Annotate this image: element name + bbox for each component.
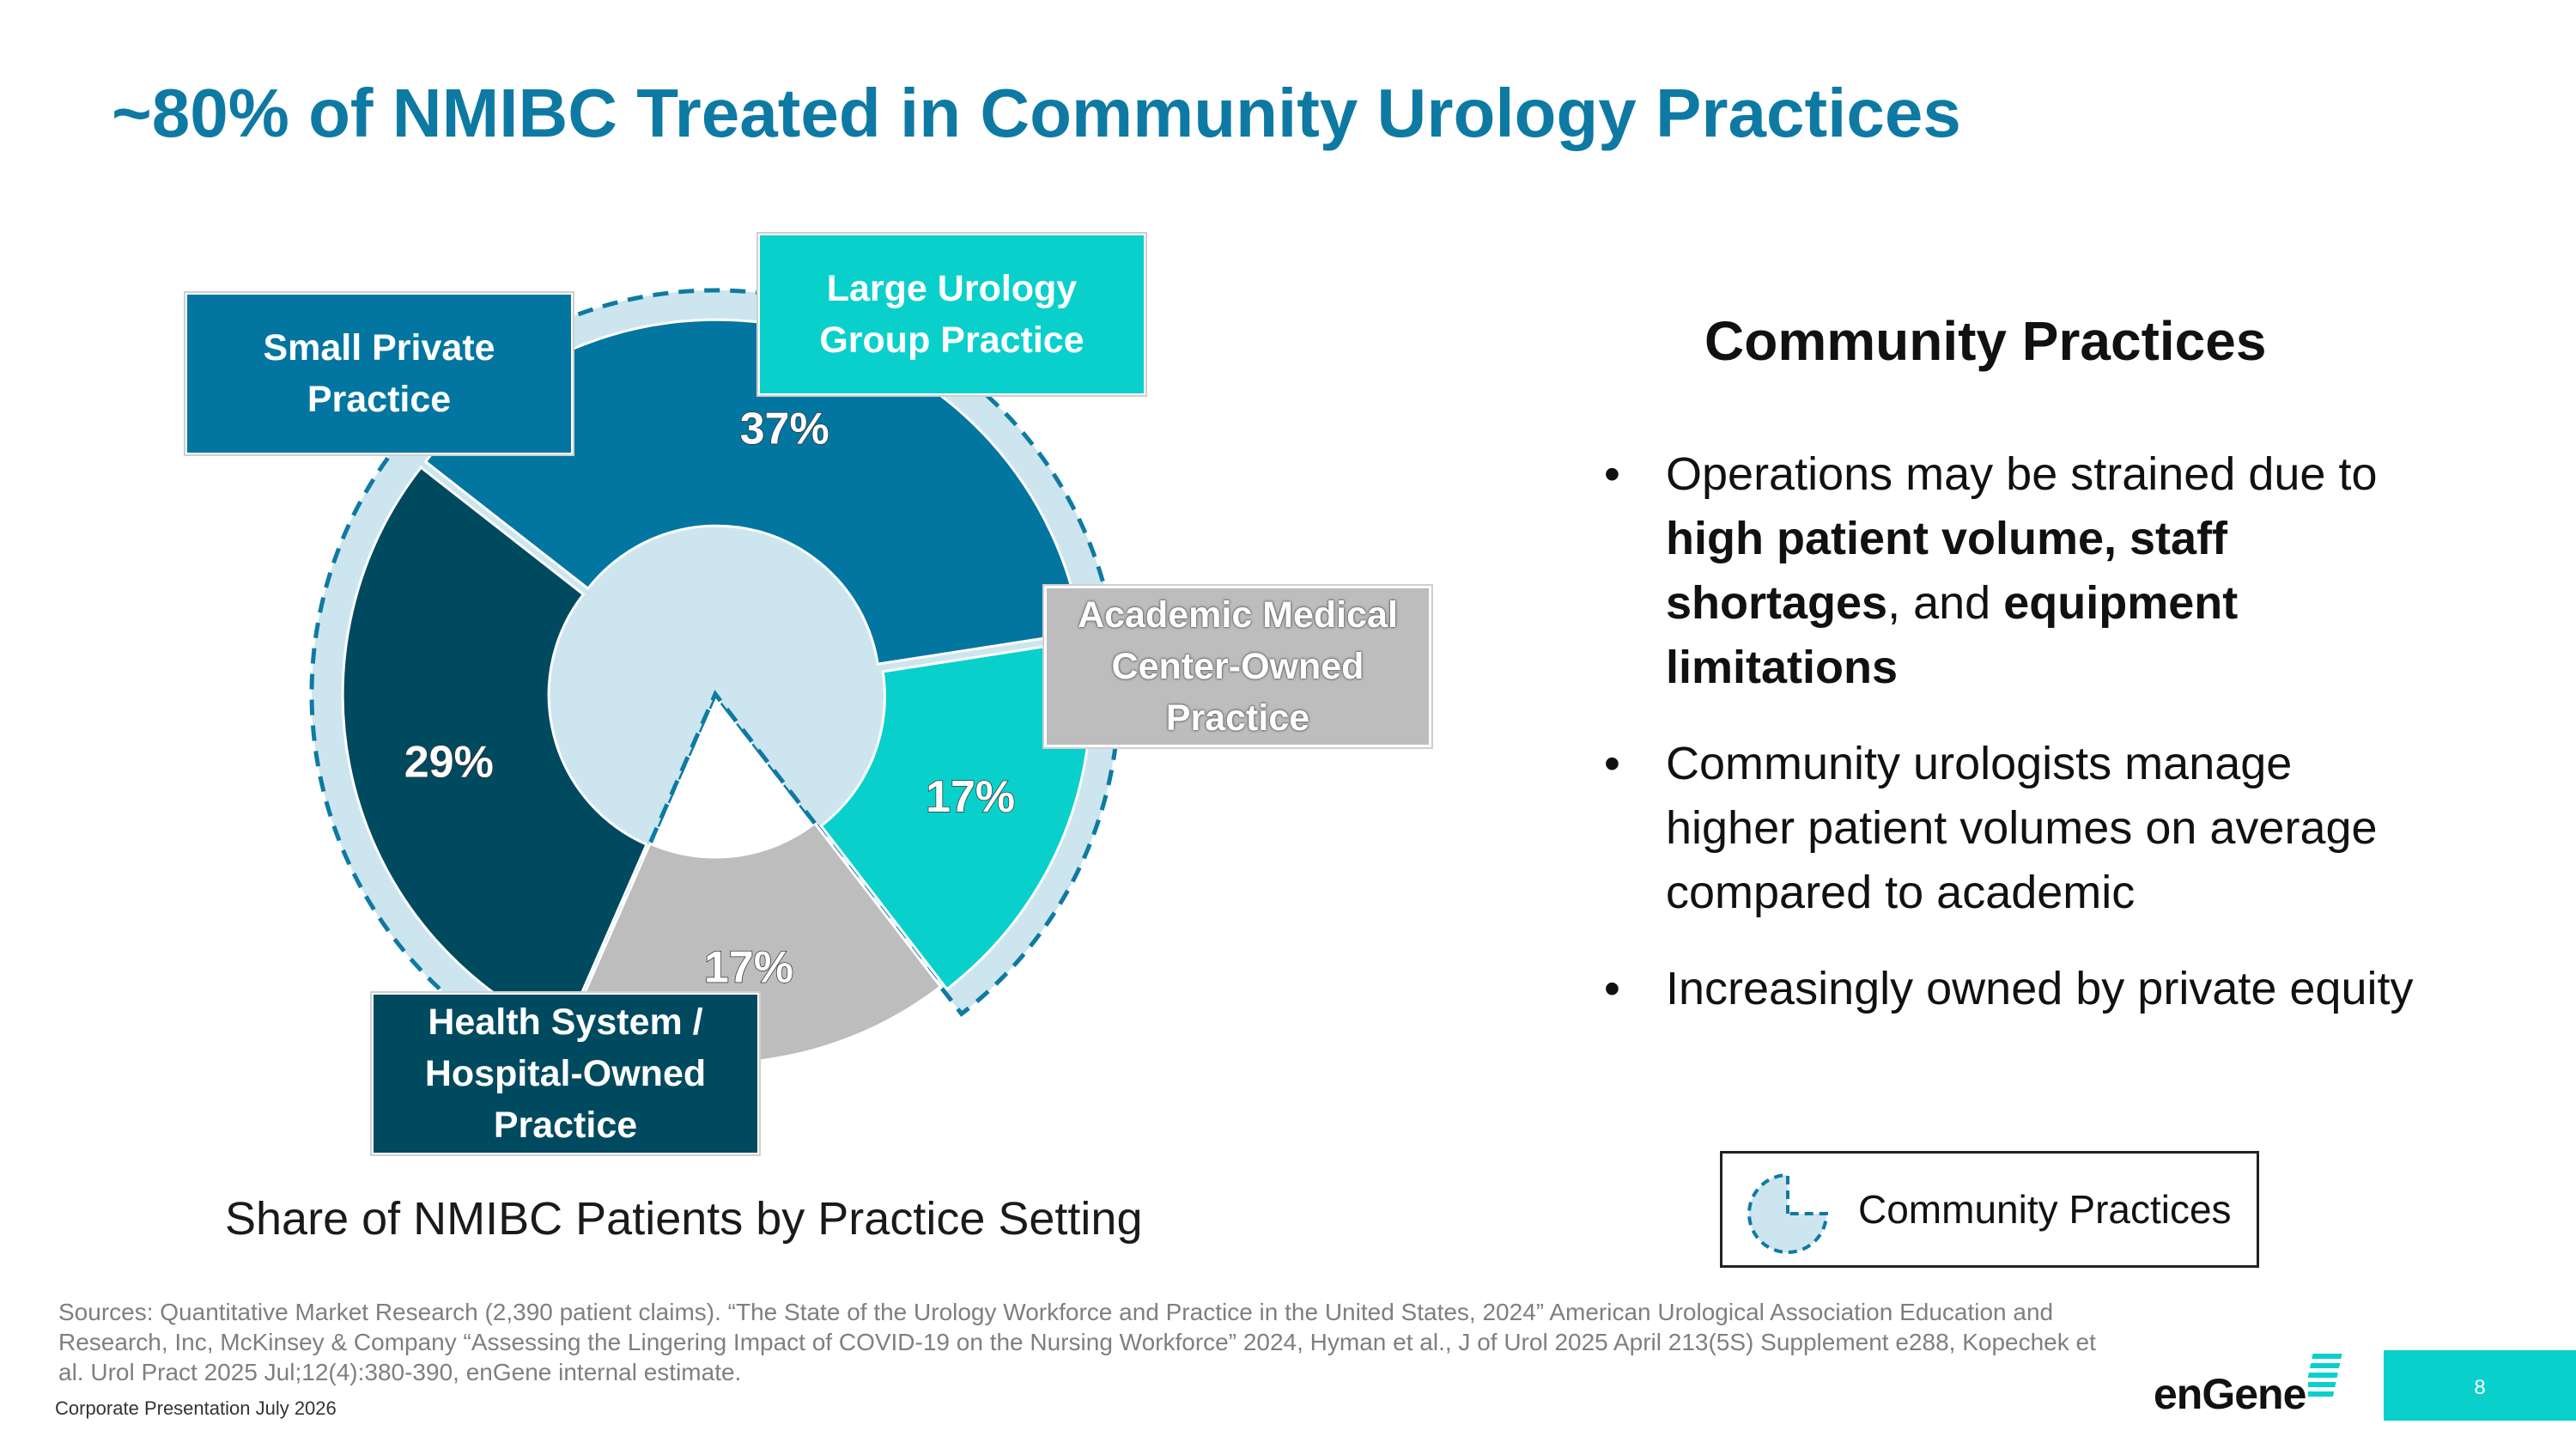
bullet-item: • Community urologists manage higher pati… — [1604, 732, 2428, 925]
legend-label: Community Practices — [1858, 1187, 2232, 1232]
legend: Community Practices — [1720, 1151, 2259, 1268]
community-practices-inner-wedge — [551, 531, 878, 844]
bullet-marker: • — [1604, 963, 1620, 1014]
label-health-system-hospital-practice: Health System / Hospital-Owned Practice — [372, 993, 759, 1154]
bullet-text: Operations may be strained due to — [1666, 448, 2378, 500]
bullet-list: • Operations may be strained due to high … — [1604, 442, 2428, 1053]
dashed-pie-icon — [1747, 1172, 1829, 1254]
bullet-item: • Increasingly owned by private equity — [1604, 957, 2428, 1021]
bullet-text: Community urologists manage higher patie… — [1666, 738, 2378, 918]
community-practices-inner-outline — [647, 690, 817, 845]
label-large-urology-group-practice: Large Urology Group Practice — [758, 234, 1145, 395]
logo-text: enGene — [2154, 1370, 2306, 1418]
label-small-private-practice: Small Private Practice — [185, 293, 573, 454]
sources-footnote: Sources: Quantitative Market Research (2… — [58, 1299, 2096, 1385]
data-label-health-system-hospital-owned-practice: 29% — [404, 737, 494, 787]
page-number-badge: 8 — [2384, 1350, 2576, 1421]
chart-caption: Share of NMIBC Patients by Practice Sett… — [225, 1193, 1143, 1245]
bullet-text: Increasingly owned by private equity — [1666, 963, 2414, 1014]
side-panel-heading: Community Practices — [1704, 310, 2267, 372]
bullet-text-bold: high patient volume, staff shortages — [1666, 513, 2228, 629]
bullet-marker: • — [1604, 738, 1620, 789]
slice-health-system-hospital-owned-practice — [341, 466, 649, 1035]
data-label-small-private-practice: 37% — [740, 404, 829, 454]
slice-large-urology-group-practice — [819, 638, 1092, 991]
label-academic-medical-center-practice: Academic Medical Center-Owned Practice — [1044, 586, 1431, 747]
bullet-text-bold: equipment limitations — [1666, 577, 2239, 693]
bullet-text: , and — [1887, 577, 2004, 629]
engene-logo: enGene — [2154, 1352, 2360, 1422]
page-number: 8 — [2474, 1376, 2486, 1399]
pie-chart: 37% 17% 17% 29% — [309, 288, 1121, 1067]
footer-note: Corporate Presentation July 2026 — [55, 1397, 337, 1419]
slide-title: ~80% of NMIBC Treated in Community Urolo… — [112, 75, 1961, 151]
slice-small-private-practice — [423, 318, 1084, 666]
data-label-academic-medical-center-owned-practice: 17% — [704, 943, 793, 993]
bullet-marker: • — [1604, 448, 1620, 500]
bullet-item: • Operations may be strained due to high … — [1604, 442, 2428, 700]
data-label-large-urology-group-practice: 17% — [926, 772, 1015, 822]
logo-stripes-icon — [2308, 1354, 2342, 1397]
